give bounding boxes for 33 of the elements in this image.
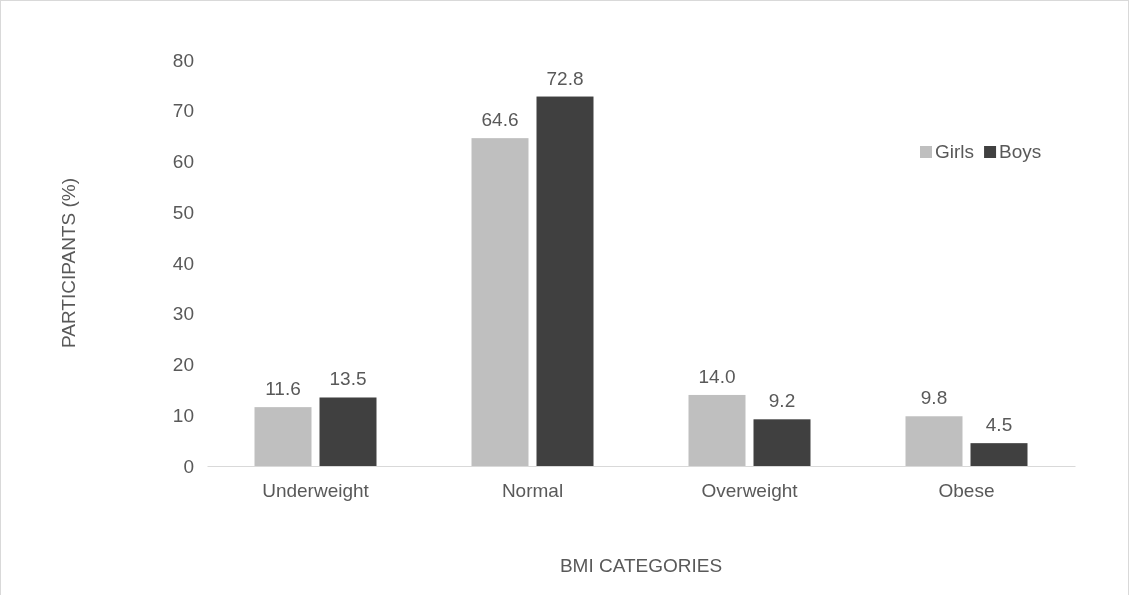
bar (970, 443, 1028, 466)
y-tick-label: 80 (172, 49, 194, 71)
bar (905, 416, 963, 466)
y-tick-label: 20 (172, 354, 194, 376)
data-label: 9.2 (768, 390, 796, 412)
data-label: 14.0 (698, 365, 736, 387)
x-tick-label: Underweight (262, 480, 370, 502)
y-tick-label: 70 (172, 100, 194, 122)
legend-label: Girls (935, 141, 975, 162)
bar (688, 394, 746, 466)
y-tick-label: 50 (172, 201, 194, 223)
x-tick-label: Overweight (701, 480, 799, 502)
y-tick-label: 40 (172, 252, 194, 274)
bar (753, 419, 811, 466)
data-label: 64.6 (481, 109, 519, 131)
data-label: 9.8 (920, 387, 948, 409)
y-tick-label: 60 (172, 151, 194, 173)
x-axis-title: BMI CATEGORIES (559, 555, 723, 576)
y-tick-label: 10 (172, 404, 194, 426)
legend-label: Boys (999, 141, 1042, 162)
bar (319, 397, 377, 466)
bar (471, 138, 529, 466)
x-tick-label: Normal (501, 480, 564, 502)
data-label: 13.5 (329, 368, 367, 390)
y-tick-label: 30 (172, 303, 194, 325)
data-label: 11.6 (265, 378, 301, 400)
y-tick-label: 0 (183, 455, 194, 477)
data-label: 4.5 (985, 414, 1013, 436)
data-label: 72.8 (546, 67, 584, 89)
y-axis-title: PARTICIPANTS (%) (58, 178, 79, 348)
x-tick-label: Obese (938, 480, 995, 502)
bar (536, 96, 594, 466)
bar (254, 407, 312, 466)
